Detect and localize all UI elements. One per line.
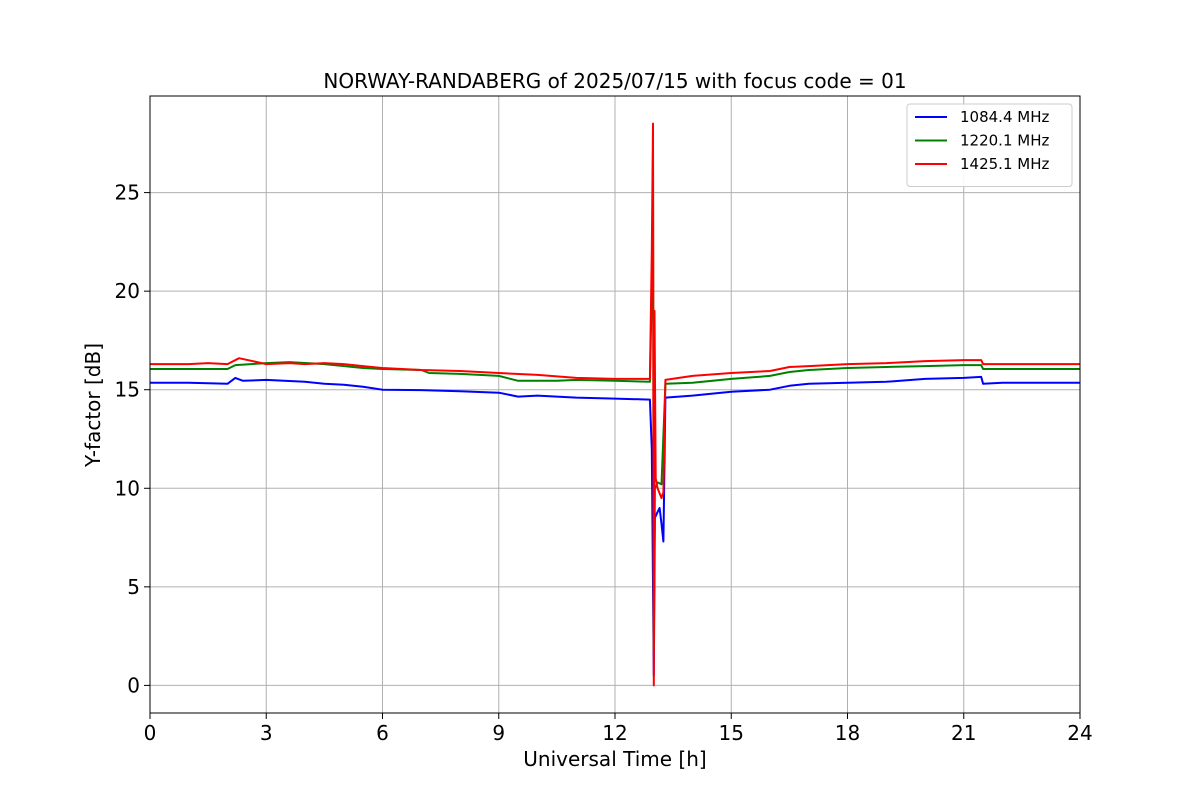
- x-axis-label: Universal Time [h]: [523, 747, 706, 771]
- y-axis-label: Y-factor [dB]: [81, 343, 105, 468]
- legend-label: 1084.4 MHz: [960, 108, 1049, 126]
- x-tick-label: 18: [835, 721, 860, 745]
- y-tick-label: 5: [127, 575, 140, 599]
- x-tick-label: 21: [951, 721, 976, 745]
- legend-label: 1425.1 MHz: [960, 155, 1049, 173]
- y-tick-label: 15: [115, 378, 140, 402]
- legend-label: 1220.1 MHz: [960, 132, 1049, 150]
- legend: 1084.4 MHz 1220.1 MHz 1425.1 MHz: [906, 103, 1073, 187]
- y-tick-label: 25: [115, 181, 140, 205]
- chart-title: NORWAY-RANDABERG of 2025/07/15 with focu…: [323, 69, 906, 93]
- y-tick-label: 10: [115, 476, 140, 500]
- x-tick-label: 12: [602, 721, 627, 745]
- series-line-3: [150, 122, 1080, 687]
- series-layer: [150, 122, 1080, 687]
- x-ticks: 0 3 6 9 12 15 18 21 24: [144, 713, 1093, 745]
- x-tick-label: 0: [144, 721, 157, 745]
- x-tick-label: 24: [1067, 721, 1092, 745]
- y-tick-label: 0: [127, 673, 140, 697]
- x-tick-label: 6: [376, 721, 389, 745]
- legend-box: [906, 103, 1073, 187]
- x-tick-label: 9: [492, 721, 505, 745]
- y-ticks: 0 5 10 15 20 25: [115, 181, 150, 697]
- x-tick-label: 15: [719, 721, 744, 745]
- y-tick-label: 20: [115, 279, 140, 303]
- x-tick-label: 3: [260, 721, 273, 745]
